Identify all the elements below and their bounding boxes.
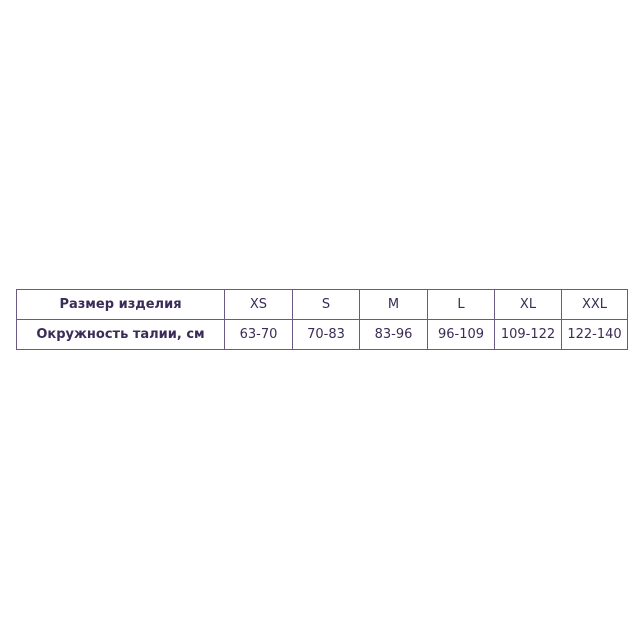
table-row-size: Размер изделия XS S M L XL XXL <box>16 289 628 320</box>
row-header: Размер изделия <box>16 289 225 320</box>
table-cell: M <box>359 289 428 320</box>
table-cell: S <box>292 289 360 320</box>
table-cell: XS <box>224 289 293 320</box>
table-cell: XL <box>494 289 562 320</box>
table-cell: L <box>427 289 495 320</box>
table-row-waist: Окружность талии, см 63-70 70-83 83-96 9… <box>16 319 628 350</box>
size-chart-table: Размер изделия XS S M L XL XXL Окружност… <box>16 289 628 350</box>
table-cell: 70-83 <box>292 319 360 350</box>
table-cell: 96-109 <box>427 319 495 350</box>
table-cell: 122-140 <box>561 319 628 350</box>
table-cell: XXL <box>561 289 628 320</box>
row-header: Окружность талии, см <box>16 319 225 350</box>
table-cell: 63-70 <box>224 319 293 350</box>
table-cell: 83-96 <box>359 319 428 350</box>
table-cell: 109-122 <box>494 319 562 350</box>
